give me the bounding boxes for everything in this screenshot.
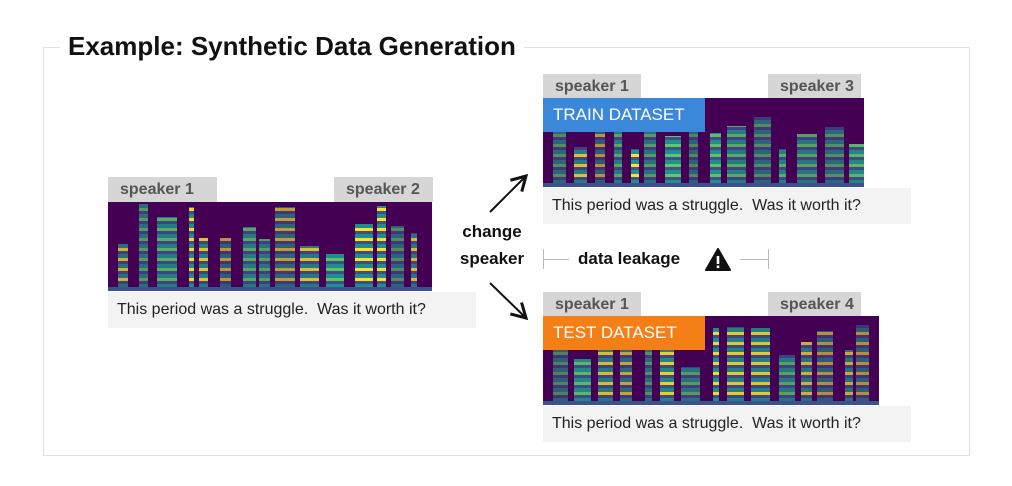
spectrogram-band: [139, 204, 149, 291]
change-speaker-line1: change: [462, 222, 522, 241]
spectrogram-band: [660, 337, 674, 405]
spectrogram-band: [157, 216, 178, 291]
change-speaker-line2: speaker: [459, 249, 525, 268]
spectrogram-band: [188, 207, 194, 291]
spectrogram-band: [118, 243, 129, 291]
spectrogram-band: [258, 238, 270, 291]
train-dataset-label: TRAIN DATASET: [543, 98, 705, 132]
spectrogram-band: [574, 359, 592, 405]
speaker-label: speaker 3: [768, 74, 861, 99]
spectrogram-band: [553, 121, 566, 187]
spectrogram-band: [376, 205, 386, 291]
spectrogram-band: [411, 232, 417, 291]
spectrogram-band: [354, 224, 373, 291]
test-spectrogram: [543, 316, 879, 405]
spectrogram-band: [849, 144, 864, 187]
spectrogram-band: [595, 109, 605, 187]
test-dataset-label: TEST DATASET: [543, 316, 705, 350]
page-title: Example: Synthetic Data Generation: [60, 28, 524, 64]
spectrogram-band: [198, 238, 208, 291]
spectrogram-band: [750, 328, 770, 405]
spectrogram-floor: [108, 287, 432, 291]
spectrogram-band: [390, 226, 404, 291]
spectrogram-band: [825, 127, 844, 187]
spectrogram-band: [753, 116, 771, 187]
arrows: [489, 173, 529, 321]
spectrogram-floor: [543, 401, 879, 405]
train-caption: This period was a struggle. Was it worth…: [543, 188, 911, 224]
spectrogram-band: [726, 327, 744, 405]
spectrogram-band: [242, 227, 256, 291]
spectrogram-band: [613, 115, 623, 187]
spectrogram-floor: [543, 183, 864, 187]
arrow-up-icon: [489, 173, 529, 213]
spectrogram-band: [726, 126, 747, 187]
speaker-label: speaker 1: [543, 292, 641, 317]
source-spectrogram: [108, 202, 432, 291]
spectrogram-band: [619, 345, 633, 405]
leakage-bracket-right: [768, 249, 769, 269]
speaker-label: speaker 2: [334, 177, 433, 202]
spectrogram-band: [681, 367, 700, 405]
spectrogram-band: [275, 206, 296, 291]
spectrogram-band: [631, 148, 640, 187]
spectrogram-band: [644, 327, 652, 405]
change-speaker-label: change speaker: [452, 218, 532, 272]
warning-icon: [705, 248, 731, 271]
spectrogram-band: [712, 327, 720, 405]
spectrogram-band: [796, 134, 817, 187]
spectrogram-band: [574, 147, 588, 187]
spectrogram-band: [801, 342, 813, 405]
spectrogram-band: [220, 238, 231, 291]
arrow-down-icon: [489, 282, 529, 321]
spectrogram-band: [817, 331, 834, 405]
spectrogram-band: [665, 136, 682, 187]
spectrogram-band: [779, 148, 786, 187]
source-caption: This period was a struggle. Was it worth…: [108, 292, 476, 328]
spectrogram-band: [300, 246, 320, 291]
speaker-label: speaker 4: [768, 292, 861, 317]
spectrogram-band: [856, 324, 869, 405]
spectrogram-band: [326, 253, 344, 291]
spectrogram-band: [689, 122, 699, 187]
data-leakage-label: data leakage: [578, 249, 681, 268]
speaker-label: speaker 1: [543, 74, 641, 99]
leakage-line-left: [543, 259, 569, 260]
spectrogram-band: [710, 132, 722, 187]
leakage-line-right: [740, 259, 768, 260]
spectrogram-band: [778, 354, 796, 405]
test-caption: This period was a struggle. Was it worth…: [543, 406, 911, 442]
spectrogram-band: [844, 350, 853, 405]
speaker-label: speaker 1: [108, 177, 217, 202]
